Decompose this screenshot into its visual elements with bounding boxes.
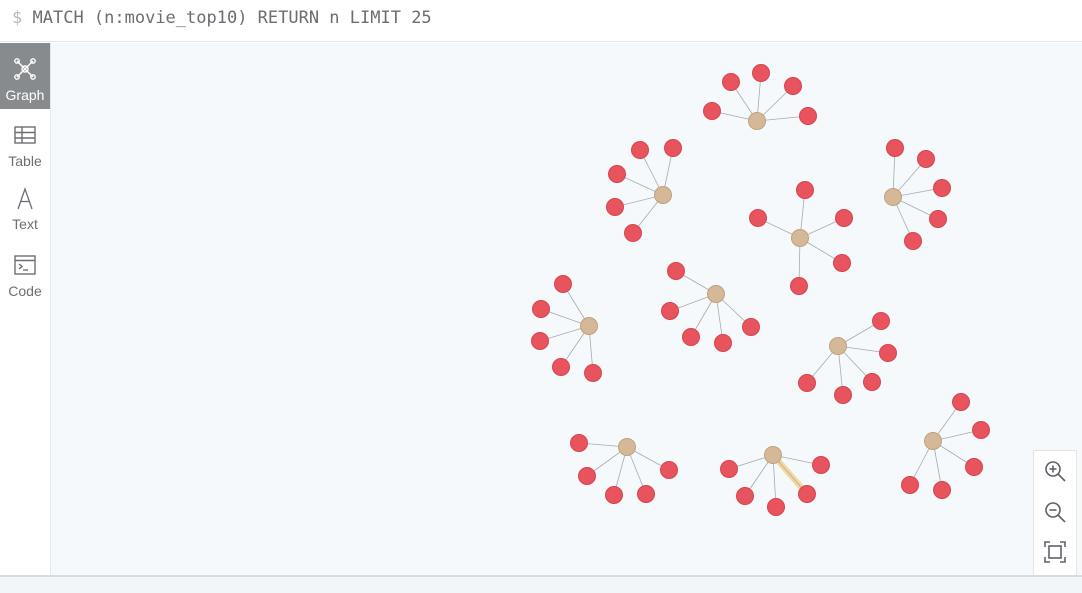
actor-node[interactable]	[578, 467, 596, 485]
actor-node[interactable]	[714, 334, 732, 352]
actor-node[interactable]	[965, 458, 983, 476]
zoom-out-icon[interactable]	[1043, 500, 1067, 524]
actor-node[interactable]	[660, 461, 678, 479]
actor-node[interactable]	[667, 262, 685, 280]
actor-node[interactable]	[703, 102, 721, 120]
actor-node[interactable]	[886, 139, 904, 157]
actor-node[interactable]	[736, 487, 754, 505]
actor-node[interactable]	[929, 210, 947, 228]
actor-node[interactable]	[972, 421, 990, 439]
actor-node[interactable]	[835, 209, 853, 227]
code-view-button[interactable]: Code	[0, 241, 50, 307]
actor-node[interactable]	[570, 434, 588, 452]
actor-node[interactable]	[833, 254, 851, 272]
actor-node[interactable]	[720, 460, 738, 478]
actor-node[interactable]	[682, 328, 700, 346]
actor-node[interactable]	[752, 64, 770, 82]
actor-node[interactable]	[631, 141, 649, 159]
actor-node[interactable]	[722, 73, 740, 91]
actor-node[interactable]	[531, 332, 549, 350]
fit-screen-icon[interactable]	[1043, 540, 1067, 564]
actor-node[interactable]	[834, 386, 852, 404]
actor-node[interactable]	[933, 179, 951, 197]
table-view-button[interactable]: Table	[0, 109, 50, 175]
zoom-controls	[1033, 450, 1077, 576]
actor-node[interactable]	[872, 312, 890, 330]
actor-node[interactable]	[624, 224, 642, 242]
table-icon	[14, 126, 36, 144]
actor-node[interactable]	[798, 485, 816, 503]
movie-node[interactable]	[884, 188, 902, 206]
query-bar[interactable]: $ MATCH (n:movie_top10) RETURN n LIMIT 2…	[0, 0, 1082, 42]
query-editor[interactable]: $ MATCH (n:movie_top10) RETURN n LIMIT 2…	[12, 8, 432, 28]
actor-node[interactable]	[799, 107, 817, 125]
result-frame-footer	[0, 575, 1082, 593]
movie-node[interactable]	[829, 337, 847, 355]
actor-node[interactable]	[606, 198, 624, 216]
movie-node[interactable]	[924, 432, 942, 450]
query-prompt: $	[12, 8, 23, 28]
table-view-label: Table	[8, 153, 42, 169]
graph-canvas[interactable]	[51, 43, 1082, 575]
actor-node[interactable]	[798, 374, 816, 392]
view-sidebar: Graph Table Text Code	[0, 43, 51, 575]
graph-visualization[interactable]	[51, 43, 1082, 575]
actor-node[interactable]	[879, 344, 897, 362]
actor-node[interactable]	[605, 486, 623, 504]
movie-node[interactable]	[618, 438, 636, 456]
actor-node[interactable]	[917, 150, 935, 168]
query-text: MATCH (n:movie_top10) RETURN n LIMIT 25	[32, 8, 432, 28]
actor-node[interactable]	[552, 358, 570, 376]
code-icon	[14, 255, 36, 275]
actor-node[interactable]	[661, 302, 679, 320]
movie-node[interactable]	[748, 112, 766, 130]
actor-node[interactable]	[554, 275, 572, 293]
text-view-button[interactable]: Text	[0, 175, 50, 241]
actor-node[interactable]	[584, 364, 602, 382]
movie-node[interactable]	[580, 317, 598, 335]
actor-node[interactable]	[901, 476, 919, 494]
movie-node[interactable]	[654, 186, 672, 204]
actor-node[interactable]	[796, 181, 814, 199]
actor-node[interactable]	[637, 485, 655, 503]
actor-node[interactable]	[812, 456, 830, 474]
actor-node[interactable]	[863, 373, 881, 391]
zoom-in-icon[interactable]	[1043, 459, 1067, 483]
actor-node[interactable]	[608, 165, 626, 183]
movie-node[interactable]	[791, 229, 809, 247]
movie-node[interactable]	[764, 446, 782, 464]
text-icon	[17, 187, 33, 210]
actor-node[interactable]	[933, 481, 951, 499]
actor-node[interactable]	[790, 277, 808, 295]
code-view-label: Code	[8, 283, 42, 299]
actor-node[interactable]	[749, 209, 767, 227]
graph-view-button[interactable]: Graph	[0, 43, 50, 109]
text-view-label: Text	[12, 216, 38, 232]
actor-node[interactable]	[767, 498, 785, 516]
actor-node[interactable]	[664, 139, 682, 157]
graph-icon	[14, 58, 36, 80]
movie-node[interactable]	[707, 285, 725, 303]
actor-node[interactable]	[952, 393, 970, 411]
actor-node[interactable]	[784, 77, 802, 95]
graph-view-label: Graph	[5, 87, 45, 103]
actor-node[interactable]	[904, 232, 922, 250]
actor-node[interactable]	[742, 318, 760, 336]
actor-node[interactable]	[532, 300, 550, 318]
